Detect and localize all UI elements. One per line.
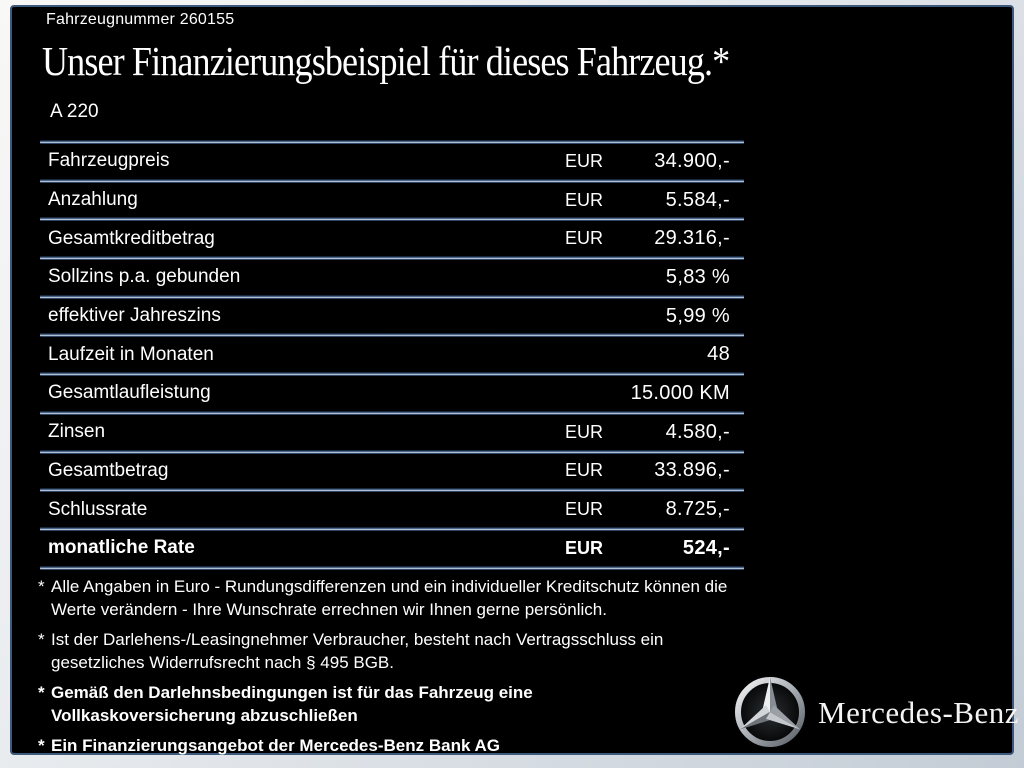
footnote-text: gesetzliches Widerrufsrecht nach § 495 B… — [51, 653, 394, 672]
row-value: 34.900,- — [654, 149, 730, 172]
vehicle-model: A 220 — [50, 101, 99, 122]
table-row: Sollzins p.a. gebunden 5,83 % — [40, 260, 744, 295]
row-value: 4.580,- — [665, 420, 730, 443]
separator-line — [40, 488, 744, 493]
footnotes: * Alle Angaben in Euro - Rundungsdiffere… — [38, 575, 754, 764]
finance-table: Fahrzeugpreis EUR 34.900,- Anzahlung EUR… — [40, 140, 744, 570]
row-value: 8.725,- — [665, 498, 730, 521]
separator-line — [40, 140, 744, 144]
row-value: 5,83 % — [665, 265, 730, 288]
separator-line — [40, 217, 744, 222]
separator-line — [40, 333, 744, 338]
mercedes-star-icon — [731, 673, 809, 751]
table-row: Zinsen EUR 4.580,- — [40, 415, 744, 450]
row-label: Anzahlung — [48, 189, 138, 211]
row-value: 5.584,- — [665, 188, 730, 211]
separator-line — [40, 565, 744, 570]
table-row-monthly-rate: monatliche Rate EUR 524,- — [40, 531, 744, 566]
separator-line — [40, 410, 744, 415]
footnote-text: Ein Finanzierungsangebot der Mercedes-Be… — [51, 736, 501, 755]
asterisk-marker: * — [38, 577, 45, 596]
row-label: Gesamtbetrag — [48, 459, 169, 481]
footnote-text: Werte verändern - Ihre Wunschrate errech… — [51, 600, 607, 619]
row-label: Zinsen — [48, 421, 106, 443]
vehicle-number: Fahrzeugnummer 260155 — [46, 11, 235, 28]
row-value: 5,99 % — [665, 304, 730, 327]
table-row: Fahrzeugpreis EUR 34.900,- — [40, 144, 744, 179]
footnote: * Alle Angaben in Euro - Rundungsdiffere… — [38, 575, 754, 621]
asterisk-marker: * — [38, 683, 45, 702]
footnote: * Ein Finanzierungsangebot der Mercedes-… — [38, 734, 754, 757]
separator-line — [40, 294, 744, 299]
row-currency: EUR — [565, 421, 604, 442]
footnote: * Ist der Darlehens-/Leasingnehmer Verbr… — [38, 628, 754, 674]
separator-line — [40, 178, 744, 183]
asterisk-marker: * — [38, 630, 45, 649]
footnote: * Gemäß den Darlehnsbedingungen ist für … — [38, 681, 754, 727]
row-value: 48 — [707, 343, 730, 366]
row-label: Sollzins p.a. gebunden — [48, 266, 241, 288]
footnote-text: Ist der Darlehens-/Leasingnehmer Verbrau… — [51, 630, 664, 649]
table-row: Schlussrate EUR 8.725,- — [40, 492, 744, 527]
separator-line — [40, 372, 744, 377]
table-row: Anzahlung EUR 5.584,- — [40, 183, 744, 218]
row-label: Gesamtlaufleistung — [48, 382, 211, 404]
separator-line — [40, 526, 744, 531]
table-row: Laufzeit in Monaten 48 — [40, 337, 744, 372]
row-currency: EUR — [565, 228, 604, 249]
row-label: effektiver Jahreszins — [48, 305, 221, 327]
row-currency: EUR — [565, 460, 604, 481]
table-row: Gesamtkreditbetrag EUR 29.316,- — [40, 221, 744, 256]
finance-offer-panel: Fahrzeugnummer 260155 Unser Finanzierung… — [10, 5, 1019, 755]
row-currency: EUR — [565, 537, 604, 558]
separator-line — [40, 449, 744, 454]
row-label: Gesamtkreditbetrag — [48, 227, 215, 249]
row-label: Fahrzeugpreis — [48, 150, 170, 172]
row-label: Laufzeit in Monaten — [48, 343, 214, 365]
row-value: 524,- — [682, 536, 730, 559]
brand-wordmark: Mercedes-Benz — [818, 695, 1020, 730]
row-label: monatliche Rate — [48, 537, 195, 559]
table-row: Gesamtlaufleistung 15.000 KM — [40, 376, 744, 411]
separator-line — [40, 256, 744, 261]
row-currency: EUR — [565, 499, 604, 520]
table-row: effektiver Jahreszins 5,99 % — [40, 299, 744, 334]
row-value: 33.896,- — [654, 459, 730, 482]
table-row: Gesamtbetrag EUR 33.896,- — [40, 454, 744, 489]
row-value: 29.316,- — [654, 227, 730, 250]
footnote-text: Gemäß den Darlehnsbedingungen ist für da… — [51, 683, 533, 702]
row-currency: EUR — [565, 150, 604, 171]
page-title: Unser Finanzierungsbeispiel für dieses F… — [42, 38, 730, 84]
row-label: Schlussrate — [48, 498, 148, 520]
footnote-text: Vollkaskoversicherung abzuschließen — [51, 706, 358, 725]
row-currency: EUR — [565, 189, 604, 210]
row-value: 15.000 KM — [630, 381, 730, 404]
asterisk-marker: * — [38, 736, 45, 755]
footnote-text: Alle Angaben in Euro - Rundungsdifferenz… — [51, 577, 728, 596]
